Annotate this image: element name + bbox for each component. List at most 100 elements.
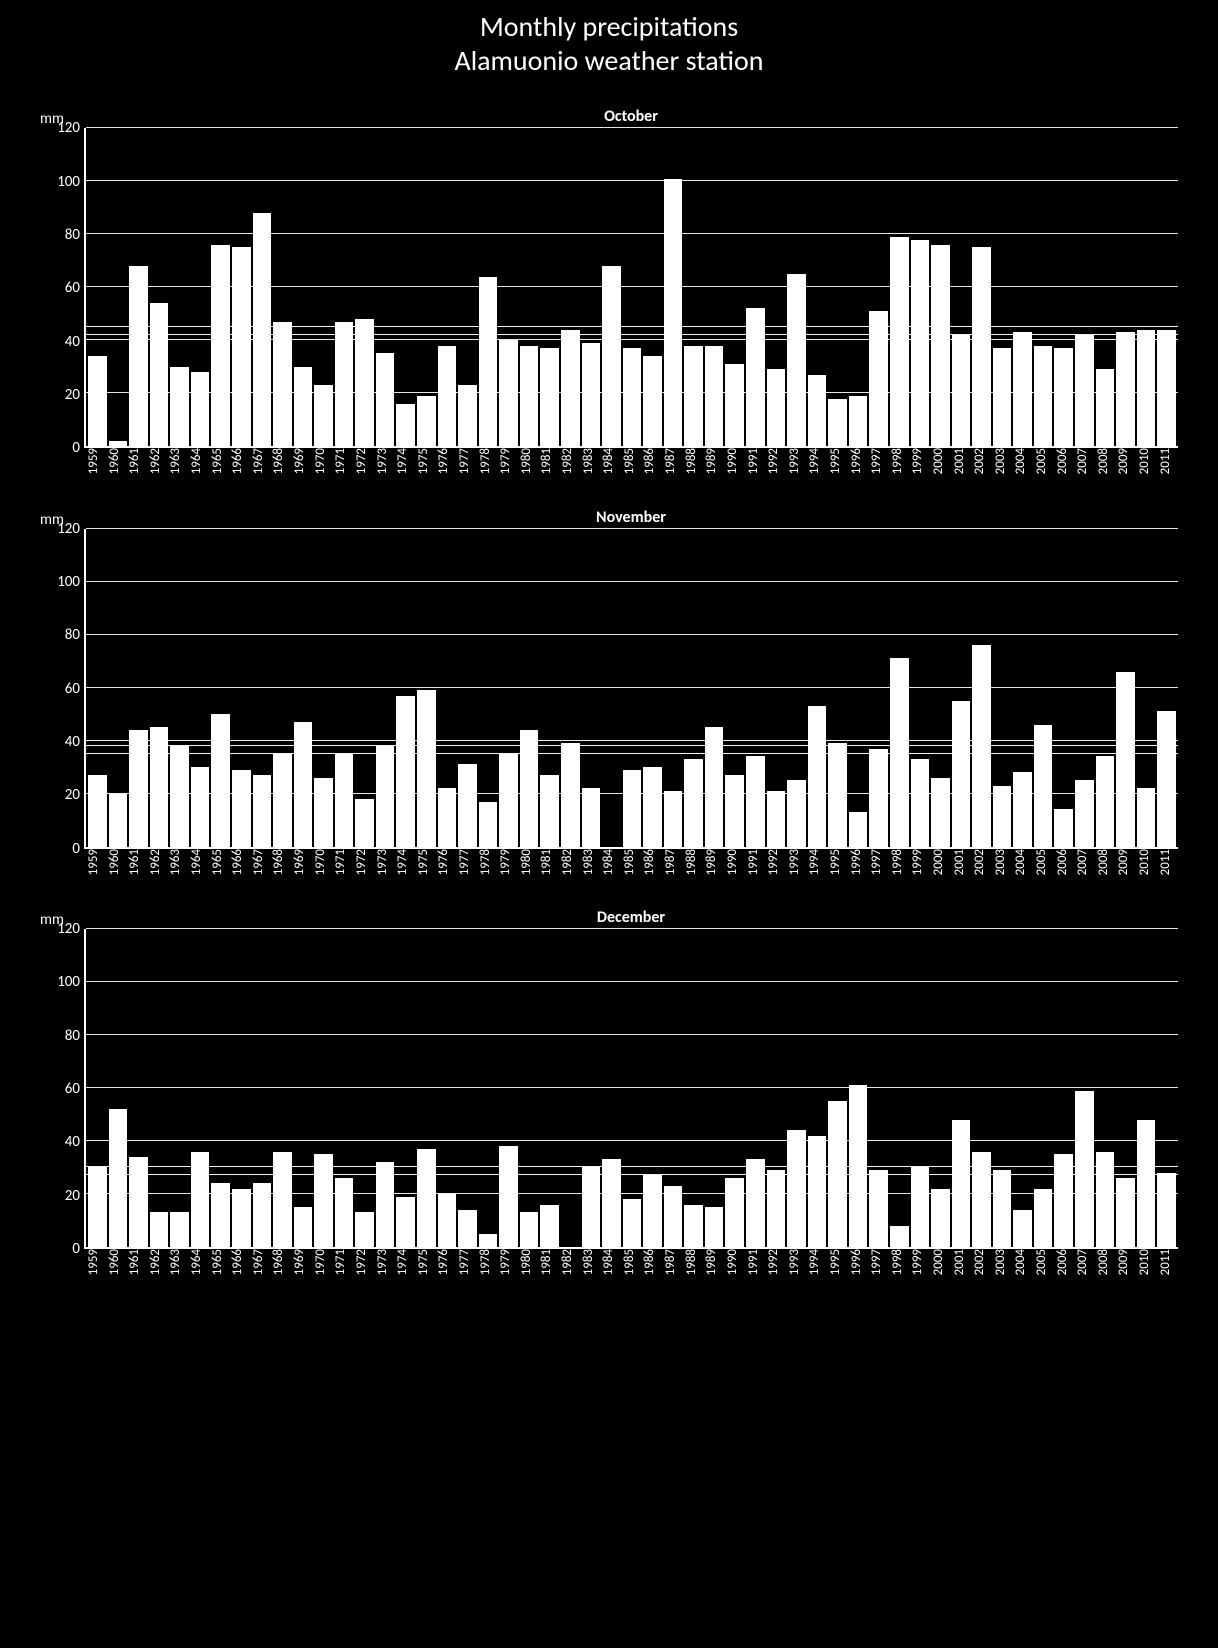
bar [253, 1183, 272, 1247]
bar [1013, 1210, 1032, 1247]
bar [396, 1197, 415, 1247]
x-tick: 2005 [1034, 448, 1053, 477]
x-tick: 1970 [313, 849, 332, 878]
bar [170, 367, 189, 447]
x-tick: 1973 [375, 849, 394, 878]
x-tick: 1993 [787, 1249, 806, 1278]
x-tick: 1988 [684, 1249, 703, 1278]
y-axis: 020406080100120 [40, 929, 86, 1249]
x-tick: 1984 [601, 448, 620, 477]
bar [1075, 780, 1094, 846]
x-tick: 1981 [539, 849, 558, 878]
x-tick: 2007 [1075, 448, 1094, 477]
x-tick: 2002 [972, 448, 991, 477]
x-tick: 1959 [86, 448, 105, 477]
x-axis: 1959196019611962196319641965196619671968… [84, 849, 1178, 878]
x-tick: 1978 [478, 1249, 497, 1278]
bar [211, 1183, 230, 1247]
bar [582, 1167, 601, 1247]
x-tick: 1964 [189, 448, 208, 477]
plot-area [86, 929, 1178, 1249]
bar [931, 1189, 950, 1247]
x-tick: 1976 [436, 1249, 455, 1278]
x-tick: 1967 [251, 1249, 270, 1278]
bar [540, 348, 559, 446]
bar [458, 385, 477, 446]
x-tick: 1962 [148, 1249, 167, 1278]
bar [561, 743, 580, 846]
x-tick: 1971 [333, 849, 352, 878]
plot-area [86, 529, 1178, 849]
x-tick: 1959 [86, 1249, 105, 1278]
x-tick: 2011 [1158, 849, 1177, 878]
bars-group [86, 929, 1178, 1247]
bar [458, 764, 477, 846]
x-tick: 1973 [375, 1249, 394, 1278]
bar [499, 1146, 518, 1247]
x-tick: 1965 [210, 448, 229, 477]
bar [725, 1178, 744, 1247]
x-tick: 1975 [416, 448, 435, 477]
y-tick: 80 [65, 626, 80, 644]
bar [417, 690, 436, 846]
bar [1157, 330, 1176, 447]
bar [931, 778, 950, 847]
x-tick: 1974 [395, 448, 414, 477]
bar [376, 353, 395, 446]
bar [643, 767, 662, 847]
bar [1034, 346, 1053, 447]
x-tick: 2008 [1096, 849, 1115, 878]
bar [849, 396, 868, 446]
bar [294, 367, 313, 447]
x-tick: 1988 [684, 849, 703, 878]
bar [191, 372, 210, 446]
bar [705, 1207, 724, 1247]
x-tick: 1994 [807, 448, 826, 477]
plot-area [86, 128, 1178, 448]
bar [993, 348, 1012, 446]
bar [129, 1157, 148, 1247]
bar [787, 274, 806, 446]
bar [972, 1152, 991, 1247]
x-tick: 1971 [333, 1249, 352, 1278]
bar [1096, 1152, 1115, 1247]
bar [664, 179, 683, 447]
x-tick: 2004 [1013, 1249, 1032, 1278]
x-tick: 1990 [725, 849, 744, 878]
bar [109, 794, 128, 847]
bar [396, 696, 415, 847]
x-tick: 1981 [539, 1249, 558, 1278]
bar [88, 356, 107, 446]
bar [1137, 788, 1156, 846]
bar [869, 749, 888, 847]
bar [767, 791, 786, 847]
x-tick: 1990 [725, 448, 744, 477]
x-tick: 1981 [539, 448, 558, 477]
x-tick: 2002 [972, 849, 991, 878]
x-tick: 1998 [890, 1249, 909, 1278]
bar [1034, 1189, 1053, 1247]
bar [1034, 725, 1053, 847]
x-tick: 2004 [1013, 448, 1032, 477]
bar [458, 1210, 477, 1247]
x-tick: 1991 [746, 448, 765, 477]
y-tick: 80 [65, 226, 80, 244]
x-tick: 1980 [519, 1249, 538, 1278]
y-tick: 40 [65, 733, 80, 751]
y-tick: 60 [65, 680, 80, 698]
bar [314, 778, 333, 847]
bar [376, 746, 395, 847]
bar [1054, 809, 1073, 846]
bar [869, 311, 888, 446]
x-tick: 1985 [622, 448, 641, 477]
bar [294, 1207, 313, 1247]
bar [869, 1170, 888, 1247]
x-tick: 1987 [663, 448, 682, 477]
bar [355, 1212, 374, 1246]
x-tick: 2005 [1034, 849, 1053, 878]
bars-group [86, 128, 1178, 446]
bar [623, 1199, 642, 1247]
bar [88, 775, 107, 847]
bar [582, 788, 601, 846]
bar [1116, 672, 1135, 847]
